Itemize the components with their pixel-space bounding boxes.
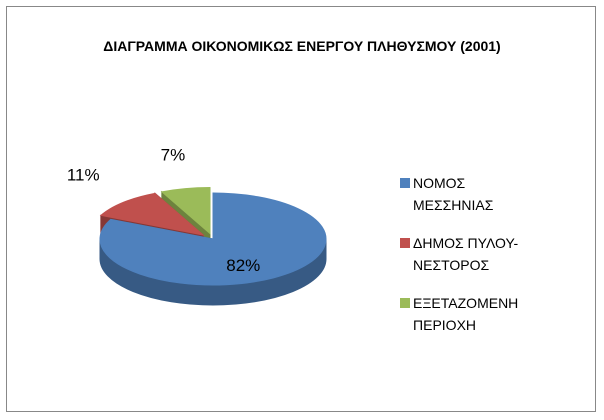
legend-label: ΕΞΕΤΑΖΟΜΕΝΗ ΠΕΡΙΟΧΗ xyxy=(413,295,519,333)
chart-title: ΔΙΑΓΡΑΜΜΑ ΟΙΚΟΝΟΜΙΚΩΣ ΕΝΕΡΓΟΥ ΠΛΗΘΥΣΜΟΥ … xyxy=(103,38,501,54)
legend-item: ΔΗΜΟΣ ΠΥΛΟΥ-ΝΕΣΤΟΡΟΣ xyxy=(400,232,560,276)
chart-frame xyxy=(6,6,596,412)
legend-item: ΝΟΜΟΣ ΜΕΣΣΗΝΙΑΣ xyxy=(400,172,560,216)
legend-swatch xyxy=(400,238,410,248)
slice xyxy=(160,186,211,235)
data-label: 82% xyxy=(226,256,260,275)
data-label: 11% xyxy=(67,166,100,185)
slice xyxy=(99,192,205,236)
legend-swatch xyxy=(400,178,410,188)
legend-item: ΕΞΕΤΑΖΟΜΕΝΗ ΠΕΡΙΟΧΗ xyxy=(400,292,560,336)
legend-label: ΔΗΜΟΣ ΠΥΛΟΥ-ΝΕΣΤΟΡΟΣ xyxy=(413,235,519,273)
legend-label: ΝΟΜΟΣ ΜΕΣΣΗΝΙΑΣ xyxy=(413,175,494,213)
legend-swatch xyxy=(400,298,410,308)
data-label: 7% xyxy=(161,146,186,165)
slice xyxy=(99,192,327,286)
